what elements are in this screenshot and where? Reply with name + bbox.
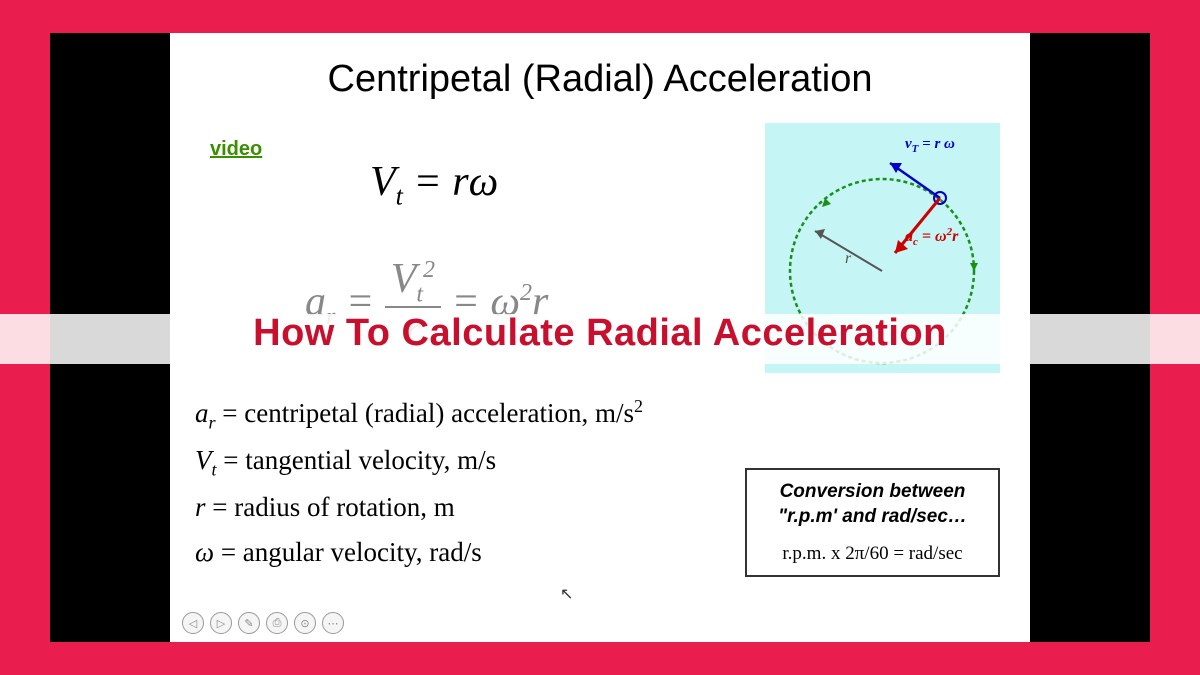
zoom-button[interactable]: ⊙: [294, 612, 316, 634]
def-r: r = radius of rotation, m: [195, 485, 643, 530]
conversion-header: Conversion between "r.p.m' and rad/sec…: [759, 480, 986, 529]
eq-vt-rhs: = rω: [403, 159, 498, 205]
prev-button[interactable]: ◁: [182, 612, 204, 634]
arrow-green-1: [970, 263, 978, 271]
next-button[interactable]: ▷: [210, 612, 232, 634]
overlay-title: How To Calculate Radial Acceleration: [0, 312, 1200, 355]
equation-vt: Vt = rω: [370, 158, 498, 211]
def-omega: ω = angular velocity, rad/s: [195, 530, 643, 575]
r-label: r: [845, 250, 852, 267]
video-link[interactable]: video: [210, 138, 262, 161]
arrow-green-2: [822, 198, 831, 207]
conversion-formula: r.p.m. x 2π/60 = rad/sec: [759, 543, 986, 565]
def-vt: Vt = tangential velocity, m/s: [195, 438, 643, 485]
eq-vt-v: V: [370, 159, 396, 205]
vt-label: vT = r ω: [905, 136, 955, 155]
eq-vt-sub: t: [396, 181, 403, 210]
print-button[interactable]: ⎙: [266, 612, 288, 634]
definitions-list: ar = centripetal (radial) acceleration, …: [195, 391, 643, 574]
slide-title: Centripetal (Radial) Acceleration: [200, 58, 1000, 101]
mouse-cursor-icon: ↖: [560, 584, 573, 604]
more-button[interactable]: ⋯: [322, 612, 344, 634]
def-ar: ar = centripetal (radial) acceleration, …: [195, 391, 643, 438]
radius-arrowhead: [815, 229, 825, 239]
conversion-box: Conversion between "r.p.m' and rad/sec… …: [745, 468, 1000, 577]
pen-button[interactable]: ✎: [238, 612, 260, 634]
presenter-toolbar: ◁ ▷ ✎ ⎙ ⊙ ⋯: [182, 612, 344, 634]
